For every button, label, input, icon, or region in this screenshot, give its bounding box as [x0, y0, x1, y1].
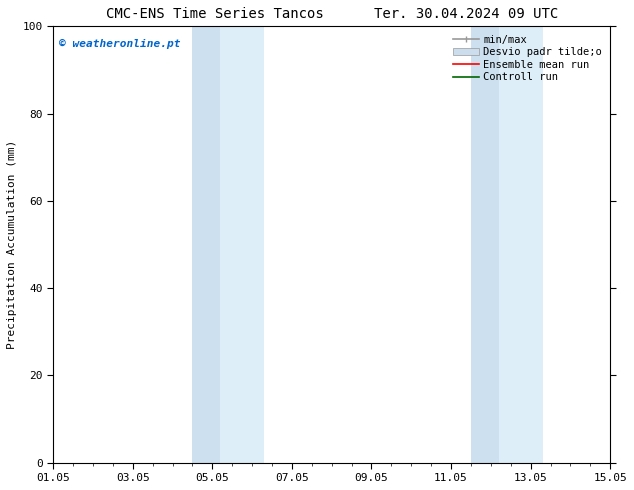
Legend: min/max, Desvio padr tilde;o, Ensemble mean run, Controll run: min/max, Desvio padr tilde;o, Ensemble m…	[450, 31, 605, 86]
Bar	[193, 26, 220, 463]
Title: CMC-ENS Time Series Tancos      Ter. 30.04.2024 09 UTC: CMC-ENS Time Series Tancos Ter. 30.04.20…	[105, 7, 558, 21]
Bar	[471, 26, 499, 463]
Bar	[220, 26, 264, 463]
Y-axis label: Precipitation Accumulation (mm): Precipitation Accumulation (mm)	[7, 140, 17, 349]
Text: © weatheronline.pt: © weatheronline.pt	[59, 39, 180, 49]
Bar	[499, 26, 543, 463]
